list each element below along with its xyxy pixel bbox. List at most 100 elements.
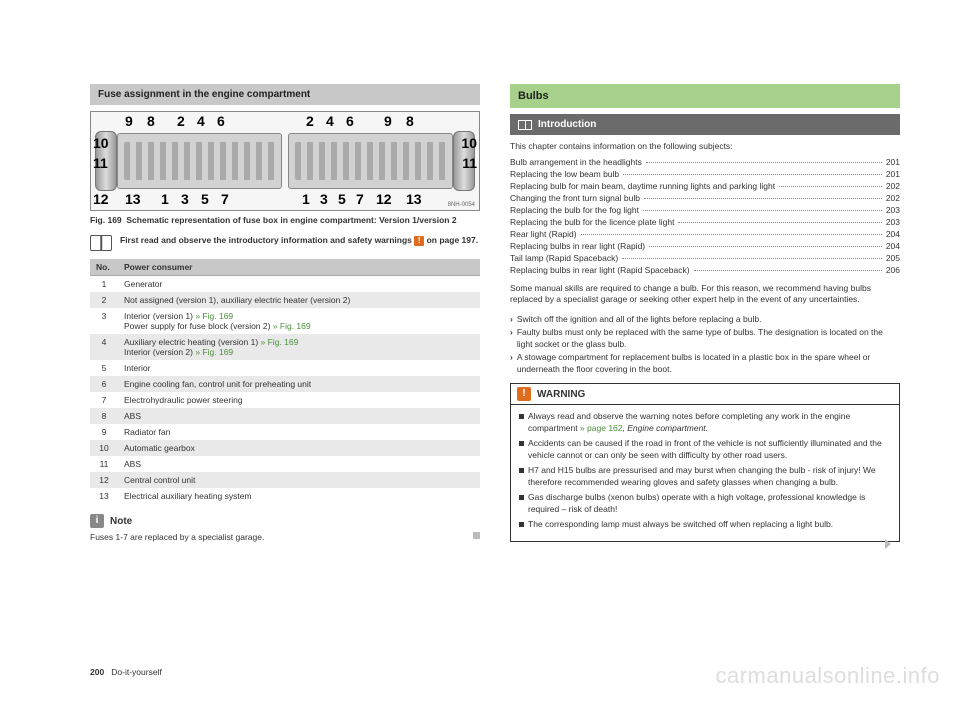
schem-num: 13	[406, 192, 422, 206]
toc-label: Rear light (Rapid)	[510, 229, 577, 239]
cell-no: 8	[90, 408, 118, 424]
warning-item: H7 and H15 bulbs are pressurised and may…	[519, 465, 891, 488]
fuse-heading: Fuse assignment in the engine compartmen…	[90, 84, 480, 105]
schem-num: 8	[406, 114, 414, 128]
cell-consumer: Engine cooling fan, control unit for pre…	[118, 376, 480, 392]
square-bullet-icon	[519, 468, 524, 473]
schem-num: 2	[177, 114, 185, 128]
schematic-diagram: 9 8 2 4 6 10 11 12 13 1 3 5 7 2 4	[90, 111, 480, 211]
introduction-label: Introduction	[538, 119, 596, 130]
table-row: 13Electrical auxiliary heating system	[90, 488, 480, 504]
cell-no: 4	[90, 334, 118, 360]
th-consumer: Power consumer	[118, 259, 480, 276]
schem-num: 5	[338, 192, 346, 206]
schem-num: 12	[376, 192, 392, 206]
chevron-icon: ›	[510, 327, 513, 350]
warning-item: Accidents can be caused if the road in f…	[519, 438, 891, 461]
square-bullet-icon	[519, 495, 524, 500]
book-icon	[518, 120, 532, 130]
continue-icon	[885, 539, 891, 549]
footer-page-num: 200	[90, 667, 104, 677]
bullet-item: ›Faulty bulbs must only be replaced with…	[510, 327, 900, 350]
schem-num: 12	[93, 192, 109, 206]
toc-row: Changing the front turn signal bulb 202	[510, 193, 900, 203]
read-first-block: First read and observe the introductory …	[90, 235, 480, 251]
schem-num: 1	[302, 192, 310, 206]
toc-row: Replacing the low beam bulb 201	[510, 169, 900, 179]
table-row: 5Interior	[90, 360, 480, 376]
square-bullet-icon	[519, 441, 524, 446]
schem-num: 3	[320, 192, 328, 206]
cell-consumer: Interior	[118, 360, 480, 376]
fusebox-v1	[117, 133, 282, 189]
cell-consumer: Interior (version 1) » Fig. 169Power sup…	[118, 308, 480, 334]
cell-consumer: ABS	[118, 408, 480, 424]
schem-num: 9	[384, 114, 392, 128]
toc-page: 204	[886, 241, 900, 251]
footer-section: Do-it-yourself	[111, 667, 162, 677]
cell-consumer: Generator	[118, 276, 480, 293]
table-row: 3Interior (version 1) » Fig. 169Power su…	[90, 308, 480, 334]
toc-page: 201	[886, 157, 900, 167]
schem-num: 10	[93, 136, 109, 150]
warning-body: Always read and observe the warning note…	[511, 405, 899, 540]
warning-title: WARNING	[537, 389, 585, 400]
toc-page: 202	[886, 193, 900, 203]
cell-no: 5	[90, 360, 118, 376]
toc-row: Replacing bulbs in rear light (Rapid)204	[510, 241, 900, 251]
cell-no: 10	[90, 440, 118, 456]
toc-row: Rear light (Rapid) 204	[510, 229, 900, 239]
schem-num: 4	[197, 114, 205, 128]
toc-label: Replacing the bulb for the licence plate…	[510, 217, 674, 227]
cell-no: 9	[90, 424, 118, 440]
cell-consumer: Electrohydraulic power steering	[118, 392, 480, 408]
schem-num: 6	[346, 114, 354, 128]
left-column: Fuse assignment in the engine compartmen…	[90, 84, 480, 549]
cell-consumer: Automatic gearbox	[118, 440, 480, 456]
table-row: 8ABS	[90, 408, 480, 424]
toc-label: Changing the front turn signal bulb	[510, 193, 640, 203]
cell-consumer: Not assigned (version 1), auxiliary elec…	[118, 292, 480, 308]
cell-consumer: Radiator fan	[118, 424, 480, 440]
cell-no: 7	[90, 392, 118, 408]
table-row: 4Auxiliary electric heating (version 1) …	[90, 334, 480, 360]
toc-row: Replacing bulbs in rear light (Rapid Spa…	[510, 265, 900, 275]
caption-text: Schematic representation of fuse box in …	[126, 215, 456, 225]
toc-page: 203	[886, 205, 900, 215]
toc-list: Bulb arrangement in the headlights201 Rep…	[510, 157, 900, 275]
schem-num: 1	[161, 192, 169, 206]
table-row: 9Radiator fan	[90, 424, 480, 440]
toc-page: 202	[886, 181, 900, 191]
skills-paragraph: Some manual skills are required to chang…	[510, 283, 900, 306]
table-row: 11ABS	[90, 456, 480, 472]
schem-num: 11	[462, 156, 477, 170]
schem-num: 13	[125, 192, 141, 206]
schem-num: 7	[356, 192, 364, 206]
chevron-icon: ›	[510, 352, 513, 375]
warning-inline-icon: !	[414, 236, 424, 246]
chevron-icon: ›	[510, 314, 513, 325]
table-row: 12Central control unit	[90, 472, 480, 488]
intro-paragraph: This chapter contains information on the…	[510, 141, 900, 151]
warning-item: The corresponding lamp must always be sw…	[519, 519, 891, 530]
schem-num: 10	[461, 136, 477, 150]
toc-page: 204	[886, 229, 900, 239]
warning-item: Always read and observe the warning note…	[519, 411, 891, 434]
schem-num: 2	[306, 114, 314, 128]
schem-num: 8	[147, 114, 155, 128]
toc-page: 206	[886, 265, 900, 275]
cell-no: 2	[90, 292, 118, 308]
toc-page: 201	[886, 169, 900, 179]
schematic-code: 8NH-0054	[448, 202, 475, 208]
bullet-item: ›Switch off the ignition and all of the …	[510, 314, 900, 325]
right-column: Bulbs Introduction This chapter contains…	[510, 84, 900, 549]
toc-row: Replacing the bulb for the licence plate…	[510, 217, 900, 227]
toc-label: Replacing the low beam bulb	[510, 169, 619, 179]
cell-no: 11	[90, 456, 118, 472]
table-row: 6Engine cooling fan, control unit for pr…	[90, 376, 480, 392]
cell-no: 12	[90, 472, 118, 488]
toc-row: Bulb arrangement in the headlights201	[510, 157, 900, 167]
watermark: carmanualsonline.info	[715, 663, 940, 689]
read-first-text: First read and observe the introductory …	[120, 235, 478, 247]
table-row: 7Electrohydraulic power steering	[90, 392, 480, 408]
